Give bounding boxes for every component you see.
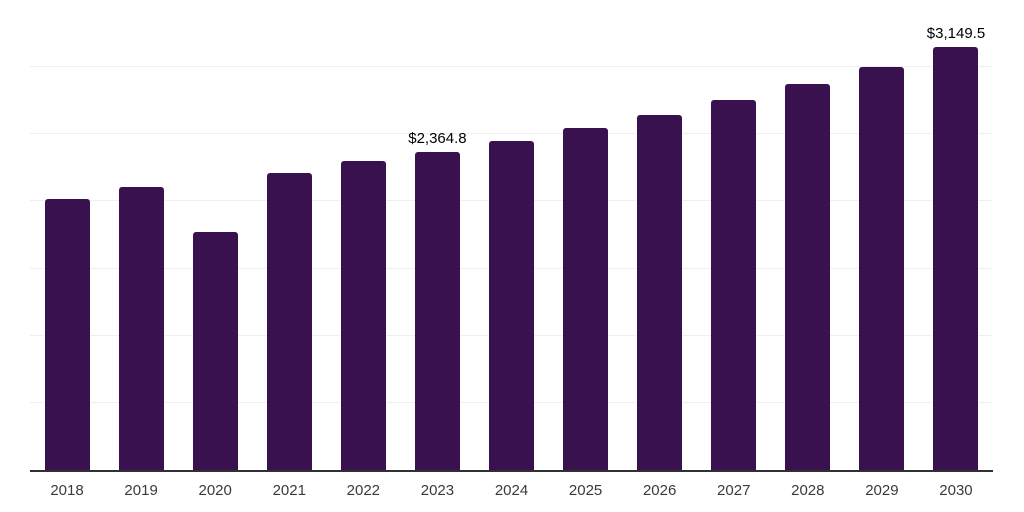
bar-2019 — [118, 186, 164, 470]
bar-cell-2019 — [104, 0, 178, 470]
x-tick-label-2021: 2021 — [272, 482, 306, 499]
x-tick-label-2029: 2029 — [865, 482, 899, 499]
bar-cell-2029 — [845, 0, 919, 470]
x-tick-label-2030: 2030 — [939, 482, 973, 499]
x-tick-label-2024: 2024 — [494, 482, 529, 499]
bar-cell-2023: $2,364.8 — [400, 0, 474, 470]
bar-2020 — [192, 232, 238, 470]
bar-cell-2018 — [30, 0, 104, 470]
x-tick-label-2023: 2023 — [420, 482, 455, 499]
plot-area: $2,364.8 $3,149.5 — [30, 0, 993, 472]
x-tick-label-2028: 2028 — [791, 482, 825, 499]
x-tick-label-2020: 2020 — [198, 482, 232, 499]
bar-2021 — [266, 172, 312, 470]
bar-2029 — [859, 67, 905, 470]
bar-cell-2030: $3,149.5 — [919, 0, 993, 470]
x-tick-label-2019: 2019 — [124, 482, 158, 499]
x-tick-label-2026: 2026 — [642, 482, 677, 499]
bar-cell-2026 — [623, 0, 697, 470]
x-tick-label-2027: 2027 — [717, 482, 751, 499]
bars-row: $2,364.8 $3,149.5 — [30, 0, 993, 470]
bar-value-label-2030: $3,149.5 — [926, 25, 986, 43]
bar-2030 — [933, 47, 979, 470]
bar-2026 — [637, 114, 683, 470]
bar-cell-2024 — [474, 0, 548, 470]
bar-cell-2022 — [326, 0, 400, 470]
bar-2024 — [489, 141, 534, 470]
x-tick-label-2018: 2018 — [50, 482, 84, 499]
x-tick-label-2025: 2025 — [568, 482, 603, 499]
bar-cell-2028 — [771, 0, 845, 470]
bar-2018 — [44, 198, 90, 470]
bar-2027 — [711, 100, 757, 470]
bar-value-label-2023: $2,364.8 — [408, 130, 467, 148]
bar-2028 — [785, 84, 831, 470]
gridline-2500 — [30, 133, 993, 135]
bar-2023 — [414, 152, 460, 470]
bar-cell-2021 — [252, 0, 326, 470]
x-tick-label-2022: 2022 — [346, 482, 381, 499]
x-axis-labels: 2018 2019 2020 2021 2022 2023 2024 2025 2026 2027… — [30, 472, 993, 512]
bar-cell-2020 — [178, 0, 252, 470]
gridline-3000 — [30, 66, 993, 68]
bar-2025 — [563, 128, 609, 470]
bar-cell-2025 — [549, 0, 623, 470]
bar-2022 — [340, 161, 386, 470]
bar-cell-2027 — [697, 0, 771, 470]
